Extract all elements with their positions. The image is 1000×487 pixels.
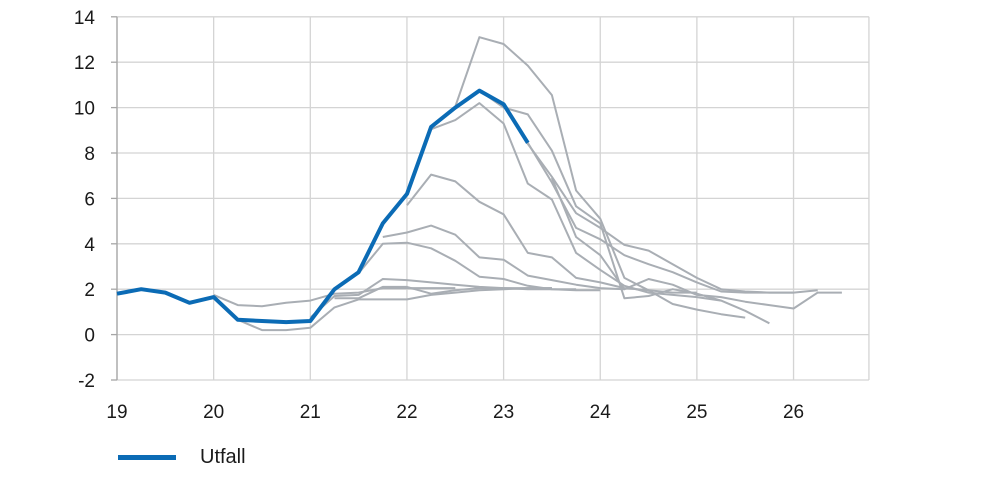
y-tick-label: -2 — [78, 371, 95, 392]
y-tick-label: 0 — [84, 326, 95, 347]
series-forecast — [454, 36, 746, 319]
y-tick-label: 6 — [84, 189, 95, 210]
series-forecast — [382, 224, 625, 291]
actual-line — [116, 88, 530, 325]
y-tick-label: 2 — [84, 280, 95, 301]
series-forecast — [430, 102, 722, 302]
series-forecast — [334, 285, 577, 300]
grid-lines — [116, 16, 870, 381]
y-tick-label: 12 — [74, 53, 95, 74]
series-forecast — [502, 103, 794, 294]
y-axis-tick-labels: 14 12 10 8 6 4 2 0 -2 — [74, 8, 96, 392]
x-tick-label: 20 — [203, 402, 224, 423]
series-forecast — [237, 287, 552, 332]
series-forecast — [357, 241, 601, 292]
series-utfall — [116, 88, 530, 325]
x-tick-label: 19 — [106, 402, 127, 423]
y-tick-label: 14 — [74, 8, 96, 29]
forecast-lines — [213, 36, 842, 332]
y-tick-label: 8 — [84, 144, 95, 165]
x-tick-label: 26 — [783, 402, 804, 423]
x-tick-label: 22 — [396, 402, 417, 423]
axes — [111, 16, 118, 381]
legend-label-utfall: Utfall — [200, 446, 246, 468]
series-forecast — [550, 177, 842, 310]
x-tick-label: 23 — [493, 402, 514, 423]
y-tick-label: 10 — [74, 99, 95, 120]
legend-swatch-utfall — [118, 455, 176, 460]
x-tick-label: 25 — [686, 402, 707, 423]
x-axis-tick-labels: 19 20 21 22 23 24 25 26 — [106, 402, 804, 423]
x-tick-label: 24 — [590, 402, 612, 423]
legend: Utfall — [118, 446, 246, 469]
series-forecast — [213, 287, 456, 308]
y-tick-label: 4 — [84, 235, 95, 256]
series-forecast — [526, 142, 818, 294]
x-tick-label: 21 — [300, 402, 321, 423]
series-forecast — [478, 89, 770, 325]
